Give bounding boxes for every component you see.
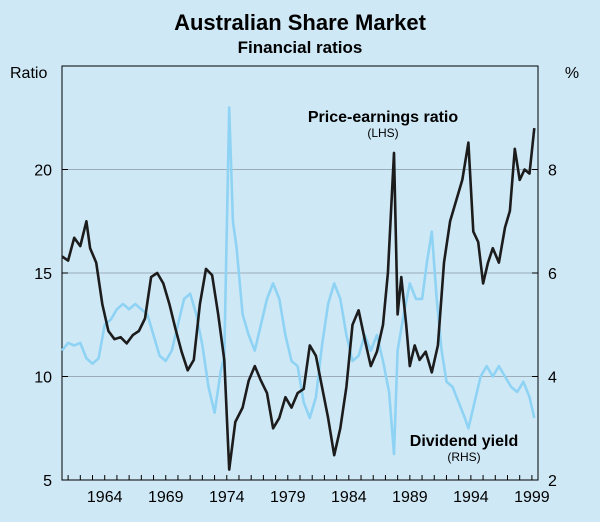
right-tick-label: 2	[548, 473, 557, 490]
x-tick-label: 1979	[270, 489, 306, 506]
left-tick-label: 20	[34, 163, 52, 180]
right-tick-label: 8	[548, 163, 557, 180]
left-tick-label: 15	[34, 266, 52, 283]
annotation-pe-sub: (LHS)	[367, 126, 398, 140]
left-axis-unit: Ratio	[10, 65, 47, 82]
left-tick-label: 10	[34, 370, 52, 387]
x-tick-label: 1989	[392, 489, 428, 506]
right-tick-label: 4	[548, 370, 557, 387]
left-axis-ticks: 5 10 15 20	[34, 163, 68, 490]
left-tick-label: 5	[43, 473, 52, 490]
annotation-pe-label: Price-earnings ratio	[308, 109, 459, 126]
series-line-dividend-yield	[60, 106, 536, 456]
x-axis-ticks: 1964 1969 1974 1979 1984 1989 1994 1999	[67, 475, 550, 506]
x-tick-label: 1964	[87, 489, 123, 506]
x-tick-label: 1994	[453, 489, 489, 506]
chart-title: Australian Share Market	[174, 10, 427, 35]
x-tick-label: 1969	[148, 489, 184, 506]
annotation-dy-sub: (RHS)	[447, 450, 480, 464]
x-tick-label: 1974	[209, 489, 245, 506]
x-tick-label: 1999	[514, 489, 550, 506]
right-tick-label: 6	[548, 266, 557, 283]
series-line-price-earnings	[61, 127, 536, 471]
x-tick-label: 1984	[331, 489, 367, 506]
annotation-dy-label: Dividend yield	[410, 433, 518, 450]
right-axis-unit: %	[565, 65, 579, 82]
chart-subtitle: Financial ratios	[238, 38, 363, 57]
right-axis-ticks: 2 4 6 8	[532, 163, 557, 490]
